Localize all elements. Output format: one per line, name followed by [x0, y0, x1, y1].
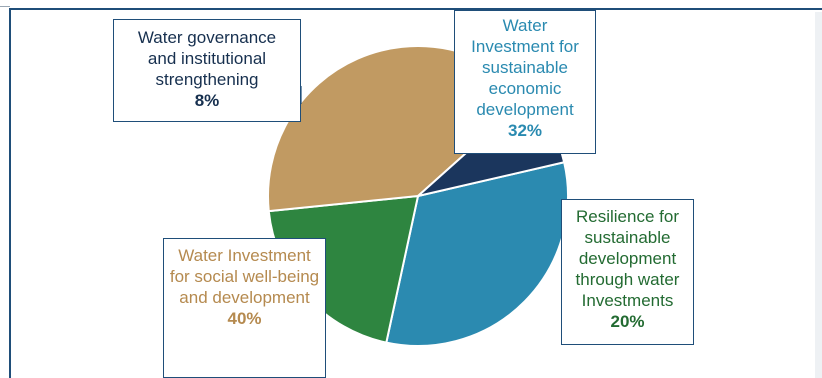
label-box-governance: Water governance and institutional stren… [113, 19, 301, 122]
slice-value-economic: 32% [507, 121, 543, 140]
pie-slice-economic [385, 161, 569, 347]
slice-label-resilience: Resilience for sustainable development t… [575, 207, 680, 310]
label-box-economic: Water Investment for sustainable economi… [454, 10, 596, 154]
slice-label-governance: Water governance and institutional stren… [137, 28, 277, 89]
label-box-resilience: Resilience for sustainable development t… [561, 199, 694, 345]
frame-right-edge [815, 12, 822, 378]
slice-value-governance: 8% [194, 91, 220, 110]
frame-left-border [9, 8, 11, 378]
slice-label-economic: Water Investment for sustainable economi… [471, 16, 579, 119]
frame-corner-fragment [0, 0, 10, 7]
frame-top-border [11, 8, 822, 10]
slice-value-resilience: 20% [610, 312, 645, 331]
label-box-social: Water Investment for social well-being a… [163, 238, 326, 378]
slice-value-social: 40% [227, 309, 262, 328]
slice-label-social: Water Investment for social well-being a… [169, 246, 320, 307]
